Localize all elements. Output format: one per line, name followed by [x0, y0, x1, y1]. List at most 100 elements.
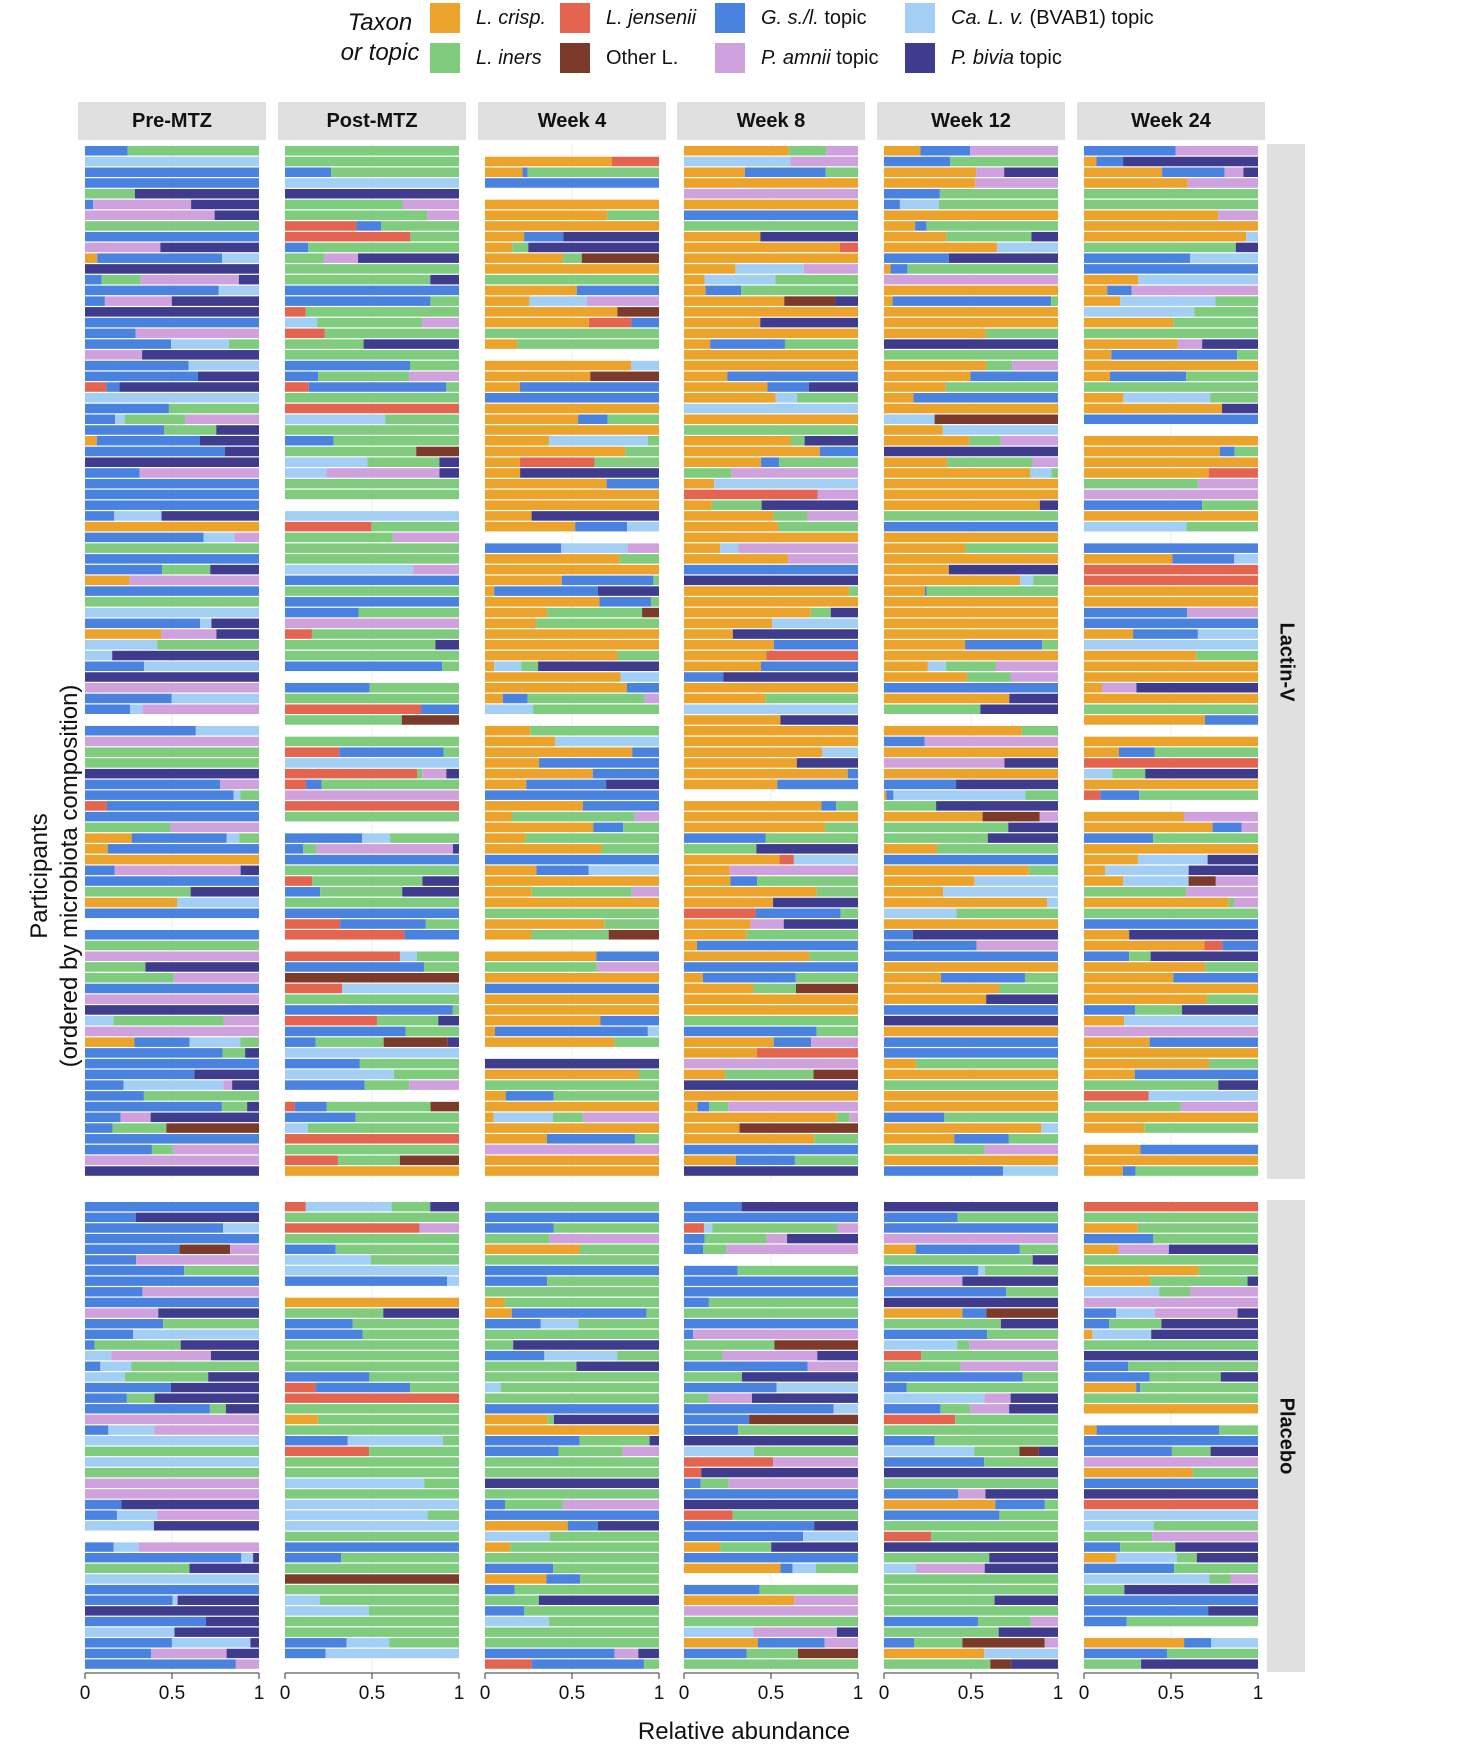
- participant-bar: [485, 1319, 659, 1329]
- participant-bar: [285, 790, 459, 800]
- bar-segment-liners: [341, 1553, 459, 1563]
- participant-bar: [684, 1340, 858, 1350]
- bar-segment-pbivia: [783, 919, 858, 929]
- participant-bar: [1084, 1595, 1258, 1605]
- participant-bar: [884, 403, 1058, 414]
- participant-bar: [485, 1255, 659, 1265]
- bar-segment-pamnii: [614, 1648, 639, 1659]
- bar-segment-calv: [1123, 876, 1189, 886]
- bar-segment-ljens: [285, 768, 418, 779]
- bar-segment-lcrisp: [1084, 661, 1258, 672]
- bar-segment-lcrisp: [485, 629, 659, 639]
- bar-segment-gs: [85, 704, 131, 714]
- bar-segment-pamnii: [409, 1080, 459, 1090]
- bar-segment-ljens: [285, 1382, 316, 1393]
- bar-segment-lcrisp: [684, 296, 785, 306]
- bar-segment-gs: [884, 1372, 1023, 1382]
- bar-segment-lcrisp: [1084, 1553, 1116, 1563]
- bar-segment-pamnii: [970, 146, 1058, 156]
- participant-bar: [85, 876, 259, 886]
- bar-segment-gs: [285, 597, 459, 607]
- bar-segment-pamnii: [976, 167, 1005, 178]
- bar-segment-calv: [1084, 768, 1113, 779]
- bar-segment-otherL: [285, 972, 459, 983]
- bar-segment-lcrisp: [485, 1123, 659, 1133]
- bar-segment-gs: [684, 210, 858, 220]
- participant-bar: [485, 1202, 659, 1212]
- bar-segment-calv: [548, 435, 648, 446]
- bar-segment-gs: [884, 1489, 959, 1499]
- bar-segment-ljens: [285, 1202, 306, 1212]
- bar-segment-otherL: [401, 715, 459, 725]
- bar-segment-lcrisp: [1084, 210, 1219, 220]
- participant-bar: [684, 328, 858, 339]
- bar-segment-liners: [967, 672, 1011, 682]
- bar-segment-liners: [285, 274, 431, 285]
- participant-bar: [1084, 339, 1258, 349]
- participant-bar: [684, 1134, 858, 1144]
- bar-segment-calv: [803, 1531, 858, 1542]
- participant-bar: [285, 586, 459, 596]
- participant-bar: [1084, 210, 1258, 220]
- bar-segment-lcrisp: [1084, 822, 1213, 833]
- bar-segment-gs: [1134, 1069, 1258, 1080]
- bar-segment-gs: [85, 1244, 180, 1254]
- bar-segment-gs: [85, 725, 196, 736]
- bar-segment-lcrisp: [485, 1037, 615, 1047]
- bar-segment-gs: [1084, 1542, 1121, 1552]
- participant-bar: [285, 296, 459, 306]
- bar-segment-pamnii: [984, 1144, 1058, 1155]
- bar-segment-liners: [779, 457, 858, 467]
- legend-label-italic: P. bivia: [951, 46, 1015, 69]
- bar-segment-calv: [1029, 468, 1052, 478]
- bar-segment-lcrisp: [1084, 156, 1097, 167]
- bar-segment-calv: [347, 1436, 443, 1446]
- participant-bar: [285, 1340, 459, 1350]
- bar-segment-lcrisp: [1084, 811, 1184, 822]
- bar-segment-gs: [339, 747, 444, 757]
- participant-bar: [485, 1276, 659, 1286]
- bar-segment-pbivia: [1196, 1553, 1258, 1563]
- bar-segment-pamnii: [1180, 1101, 1258, 1112]
- participant-bar: [285, 1112, 459, 1123]
- participant-bar: [884, 1255, 1058, 1265]
- bar-segment-liners: [485, 962, 597, 972]
- x-tick-label: 0: [678, 1683, 690, 1704]
- bar-segment-liners: [317, 1414, 459, 1425]
- bar-segment-pbivia: [773, 897, 858, 908]
- participant-bar: [485, 1638, 659, 1648]
- bar-segment-pbivia: [771, 1542, 858, 1552]
- participant-bar: [884, 221, 1058, 231]
- bar-segment-gs: [85, 371, 198, 382]
- participant-bar: [884, 1244, 1058, 1254]
- participant-bar: [485, 1005, 659, 1015]
- participant-bar: [884, 972, 1058, 983]
- bar-segment-lcrisp: [485, 1069, 639, 1080]
- bar-segment-liners: [1194, 307, 1258, 317]
- bar-segment-gs: [107, 844, 259, 854]
- bar-segment-liners: [1084, 908, 1258, 919]
- bar-segment-pbivia: [513, 1340, 659, 1350]
- participant-bar: [285, 371, 459, 382]
- bar-segment-liners: [775, 274, 858, 285]
- bar-segment-pbivia: [528, 242, 659, 253]
- bar-segment-gs: [85, 1659, 236, 1669]
- bar-segment-liners: [884, 704, 981, 714]
- bar-segment-gs: [285, 360, 410, 371]
- bar-segment-liners: [931, 1531, 1058, 1542]
- bar-segment-otherL: [383, 1037, 448, 1047]
- bar-segment-liners: [795, 972, 858, 983]
- bar-segment-gs: [85, 360, 189, 371]
- bar-segment-liners: [285, 715, 402, 725]
- bar-segment-pbivia: [177, 1595, 259, 1605]
- bar-segment-pamnii: [138, 1542, 259, 1552]
- bar-segment-calv: [285, 1265, 459, 1276]
- bar-segment-calv: [884, 1393, 985, 1403]
- bar-segment-calv: [588, 865, 659, 876]
- participant-bar: [285, 650, 459, 661]
- bar-segment-lcrisp: [485, 1026, 496, 1037]
- bar-segment-pbivia: [787, 1233, 858, 1244]
- bar-segment-gs: [1084, 1595, 1258, 1605]
- bar-segment-liners: [757, 876, 858, 886]
- participant-bar: [285, 242, 459, 253]
